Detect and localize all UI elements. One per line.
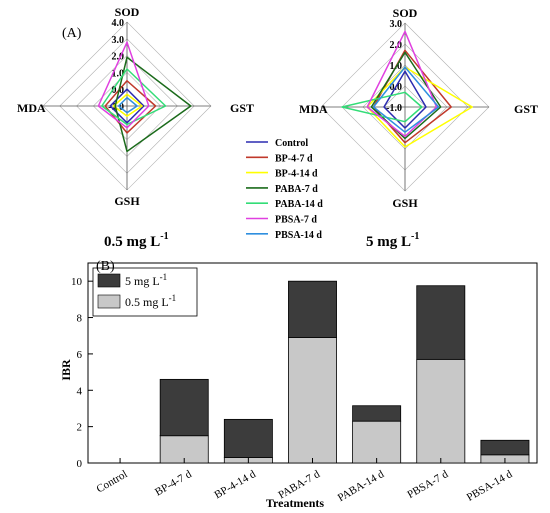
radar-tick-label: -1.0: [386, 103, 402, 114]
legend-label: BP-4-7 d: [275, 153, 313, 164]
legend-label: BP-4-14 d: [275, 169, 318, 180]
x-tick-label: PBSA-14 d: [465, 468, 515, 504]
radar-series-polygon: [101, 68, 167, 126]
bar-segment: [416, 285, 466, 360]
y-tick-label: 8: [77, 313, 83, 325]
x-tick-label: PBSA-7 d: [405, 468, 450, 501]
bar-segment: [159, 378, 209, 437]
bar-legend-label-text: 5 mg L: [125, 274, 160, 288]
x-axis-label: Treatments: [266, 496, 325, 510]
radar-tick-label: 1.0: [112, 68, 125, 79]
radar-axis-label: GSH: [392, 196, 418, 210]
y-tick-label: 6: [77, 349, 83, 361]
bar-legend-label: 0.5 mg L-1: [125, 293, 176, 309]
bar-segment: [288, 280, 337, 338]
radar-axis-label: GSH: [114, 194, 140, 208]
bar-segment: [223, 418, 273, 458]
y-tick-label: 10: [71, 276, 83, 288]
bar-legend-label-sup: -1: [160, 272, 168, 282]
radar-axis-label: MDA: [17, 101, 46, 115]
y-axis-label: IBR: [59, 359, 73, 381]
radar-tick-label: 2.0: [112, 52, 125, 63]
panel-label-a: (A): [62, 26, 82, 41]
y-tick-label: 2: [77, 422, 83, 434]
radar-axis-label: GST: [514, 102, 538, 116]
radar-series-polygon: [114, 56, 192, 153]
radar-axis-label: SOD: [393, 6, 418, 20]
radar-series-polygon: [372, 49, 452, 144]
legend-label: PBSA-7 d: [275, 215, 317, 226]
y-tick-label: 4: [77, 385, 83, 397]
bar-segment: [352, 420, 402, 464]
radar-series-polygon: [97, 41, 150, 129]
x-tick-label: BP-4-7 d: [153, 468, 194, 499]
y-tick-label: 0: [77, 458, 83, 470]
legend-label: PABA-14 d: [275, 199, 323, 210]
radar-tick-label: 3.0: [112, 35, 125, 46]
radar-series-polygon: [366, 30, 438, 138]
legend-label: PABA-7 d: [275, 184, 318, 195]
radar-series-polygon: [117, 96, 138, 114]
radar-axis-label: MDA: [299, 102, 328, 116]
x-tick-label: BP-4-14 d: [212, 468, 258, 501]
radar-series-polygon: [112, 93, 143, 117]
radar-tick-label: 3.0: [390, 19, 403, 30]
x-tick-label: PABA-14 d: [336, 468, 387, 504]
panel-label-b: (B): [96, 259, 115, 274]
legend-label: Control: [275, 138, 308, 149]
bar-segment: [416, 358, 466, 464]
x-tick-label: Control: [94, 468, 129, 495]
legend-label: PBSA-14 d: [275, 230, 322, 241]
radar-tick-label: 4.0: [112, 18, 125, 29]
bar-legend-swatch: [97, 294, 121, 309]
radar-a-subtitle: 0.5 mg L-1: [104, 231, 169, 250]
bar-legend-label-text: 0.5 mg L: [125, 295, 169, 309]
bar-segment: [480, 439, 530, 456]
radar-series-polygon: [341, 91, 423, 123]
bar-legend-label: 5 mg L-1: [125, 272, 167, 288]
radar-series-polygon: [372, 66, 440, 133]
bar-segment: [288, 337, 337, 464]
radar-legend: Control BP-4-7 d BP-4-14 d PABA-7 d PABA-14 …: [246, 138, 323, 241]
bar-segment: [352, 405, 402, 422]
radar-b-subtitle: 5 mg L-1: [366, 231, 419, 250]
radar-tick-label: 2.0: [390, 40, 403, 51]
radar-axis-label: GST: [230, 101, 254, 115]
bar-legend-label-sup: -1: [169, 293, 177, 303]
radar-axis-label: SOD: [115, 5, 140, 19]
bar-legend-swatch: [97, 273, 121, 288]
